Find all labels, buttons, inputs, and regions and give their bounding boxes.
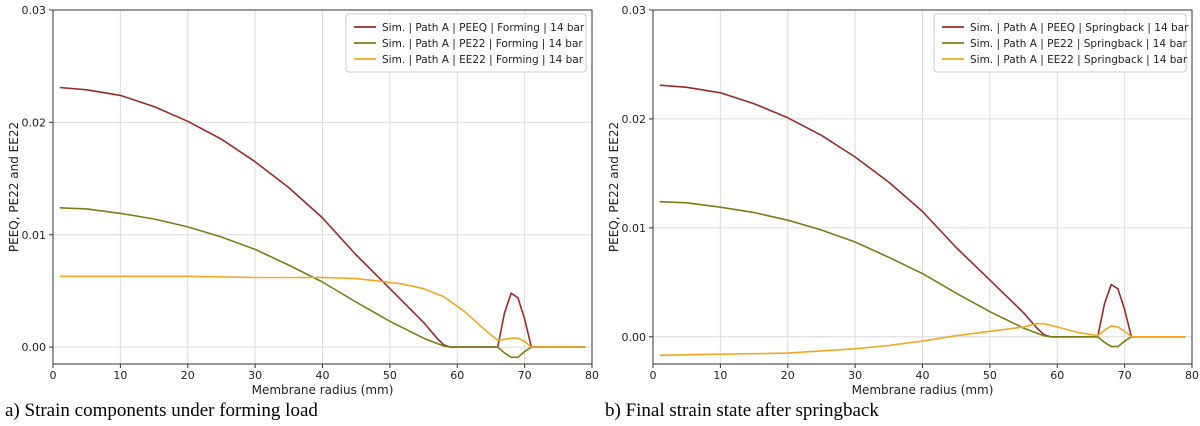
legend-entry-2: Sim. | Path A | EE22 | Forming | 14 bar: [382, 54, 584, 66]
x-tick-label: 20: [781, 369, 795, 382]
x-tick-label: 0: [650, 369, 657, 382]
x-tick-label: 30: [248, 369, 262, 382]
y-tick-label: 0.02: [622, 113, 647, 126]
series-line-0: [59, 86, 586, 348]
x-tick-label: 80: [1185, 369, 1199, 382]
legend-entry-0: Sim. | Path A | PEEQ | Springback | 14 b…: [970, 22, 1189, 34]
y-tick-label: 0.03: [622, 4, 647, 17]
series-line-1: [659, 200, 1186, 348]
x-tick-label: 70: [518, 369, 532, 382]
legend-entry-1: Sim. | Path A | PE22 | Forming | 14 bar: [382, 38, 583, 50]
x-tick-label: 80: [585, 369, 599, 382]
x-tick-label: 40: [916, 369, 930, 382]
x-tick-label: 0: [50, 369, 57, 382]
x-tick-label: 30: [848, 369, 862, 382]
x-tick-label: 10: [713, 369, 727, 382]
series-line-0: [659, 84, 1186, 338]
legend-entry-0: Sim. | Path A | PEEQ | Forming | 14 bar: [382, 22, 585, 34]
x-tick-label: 70: [1118, 369, 1132, 382]
y-tick-label: 0.00: [622, 331, 647, 344]
series-line-2: [659, 322, 1186, 357]
x-axis-label: Membrane radius (mm): [252, 383, 394, 397]
panel-caption: b) Final strain state after springback: [605, 400, 879, 421]
x-tick-label: 60: [1050, 369, 1064, 382]
x-axis-label: Membrane radius (mm): [852, 383, 994, 397]
legend-box: [345, 13, 587, 73]
y-tick-label: 0.02: [22, 116, 47, 129]
x-tick-label: 50: [983, 369, 997, 382]
legend-entry-2: Sim. | Path A | EE22 | Springback | 14 b…: [970, 54, 1188, 66]
x-tick-label: 40: [316, 369, 330, 382]
legend: Sim. | Path A | PEEQ | Springback | 14 b…: [933, 13, 1189, 73]
x-tick-label: 10: [113, 369, 127, 382]
legend: Sim. | Path A | PEEQ | Forming | 14 bar S…: [345, 13, 587, 73]
x-tick-label: 60: [450, 369, 464, 382]
series-line-1: [59, 207, 586, 359]
x-tick-label: 50: [383, 369, 397, 382]
panel-caption: a) Strain components under forming load: [5, 400, 318, 421]
legend-entry-1: Sim. | Path A | PE22 | Springback | 14 b…: [970, 38, 1188, 50]
y-tick-label: 0.01: [22, 229, 47, 242]
chart-panel-a: 0 10 20 30 40 50 60 70 80 0.00 0.01 0.02 0.03 Membran…: [5, 4, 599, 421]
x-tick-label: 20: [181, 369, 195, 382]
y-tick-label: 0.01: [622, 222, 647, 235]
y-tick-label: 0.03: [22, 4, 47, 17]
y-axis-label: PEEQ, PE22 and EE22: [607, 122, 621, 252]
series-line-2: [59, 275, 586, 348]
chart-panel-b: 0 10 20 30 40 50 60 70 80 0.00 0.01 0.02 0.03 Membran…: [605, 4, 1199, 421]
y-tick-label: 0.00: [22, 341, 47, 354]
legend-box: [933, 13, 1187, 73]
y-axis-label: PEEQ, PE22 and EE22: [7, 122, 21, 252]
